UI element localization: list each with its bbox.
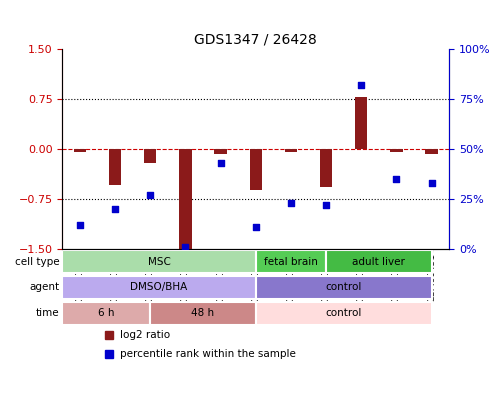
Point: [322, 202, 330, 208]
Bar: [74, 149, 86, 152]
Point: [182, 244, 190, 250]
Text: MSC: MSC: [148, 257, 171, 267]
Text: agent: agent: [29, 283, 59, 292]
Bar: [215, 149, 227, 154]
Text: control: control: [325, 308, 362, 318]
Bar: [326, 250, 432, 273]
Bar: [390, 149, 403, 152]
Text: time: time: [36, 308, 59, 318]
Bar: [144, 149, 156, 164]
Text: control: control: [325, 283, 362, 292]
Point: [357, 81, 365, 88]
Text: 6 h: 6 h: [98, 308, 115, 318]
Bar: [355, 97, 367, 149]
Bar: [62, 250, 256, 273]
Bar: [179, 149, 192, 250]
Bar: [255, 276, 432, 299]
Text: fetal brain: fetal brain: [264, 257, 318, 267]
Point: [428, 179, 436, 186]
Bar: [285, 149, 297, 152]
Title: GDS1347 / 26428: GDS1347 / 26428: [195, 32, 317, 46]
Text: log2 ratio: log2 ratio: [120, 330, 171, 340]
Point: [111, 206, 119, 212]
Text: DMSO/BHA: DMSO/BHA: [130, 283, 188, 292]
Point: [146, 192, 154, 198]
Point: [217, 160, 225, 166]
Text: percentile rank within the sample: percentile rank within the sample: [120, 349, 296, 358]
Bar: [255, 250, 326, 273]
Text: cell type: cell type: [15, 257, 59, 267]
Point: [287, 200, 295, 206]
Text: adult liver: adult liver: [352, 257, 405, 267]
Text: 48 h: 48 h: [192, 308, 215, 318]
Point: [76, 222, 84, 228]
Bar: [150, 302, 256, 325]
Bar: [62, 302, 150, 325]
Bar: [255, 302, 432, 325]
Bar: [250, 149, 262, 190]
Bar: [62, 276, 256, 299]
Point: [392, 175, 400, 182]
Bar: [320, 149, 332, 188]
Bar: [109, 149, 121, 185]
Point: [251, 224, 259, 230]
Bar: [425, 149, 438, 154]
